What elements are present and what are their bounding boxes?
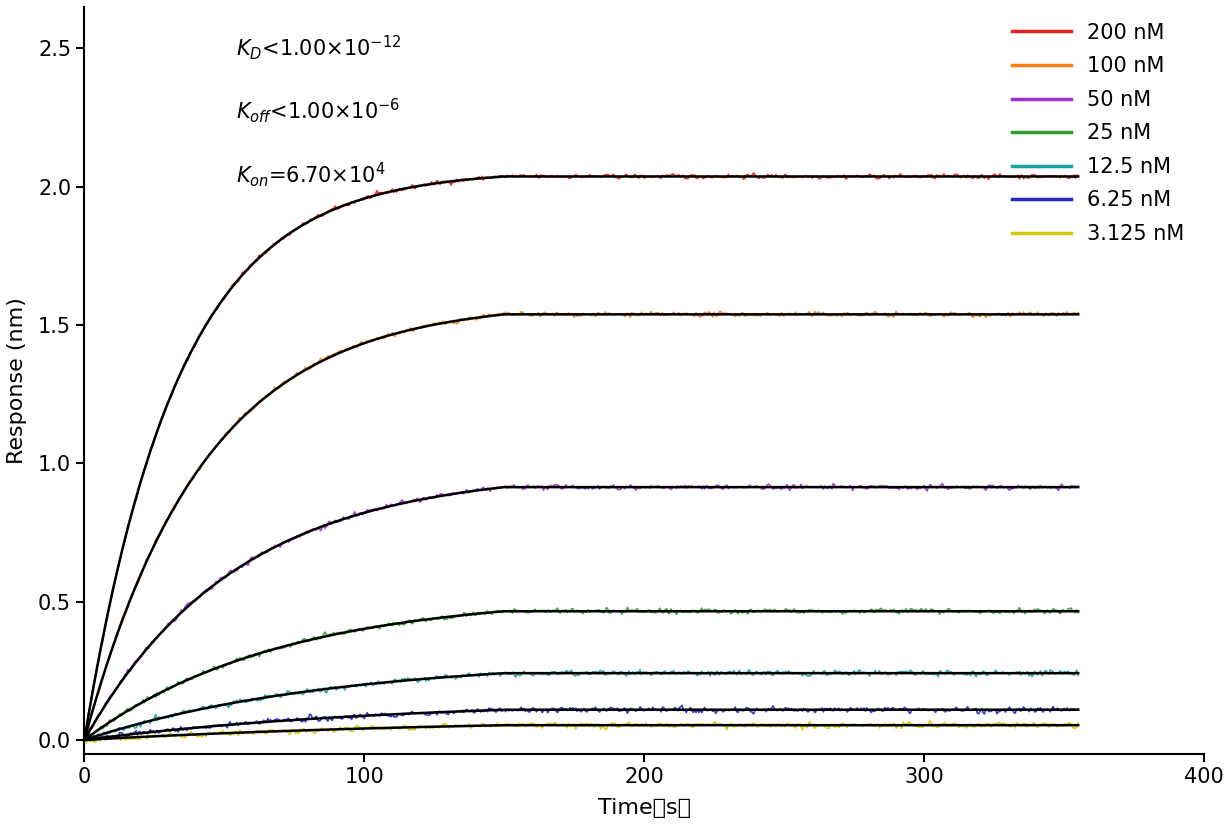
Y-axis label: Response (nm): Response (nm) [7, 297, 27, 464]
Legend: 200 nM, 100 nM, 50 nM, 25 nM, 12.5 nM, 6.25 nM, 3.125 nM: 200 nM, 100 nM, 50 nM, 25 nM, 12.5 nM, 6… [1004, 14, 1193, 252]
Text: $K_{on}$=6.70×10$^4$: $K_{on}$=6.70×10$^4$ [235, 160, 385, 189]
Text: $K_D$<1.00×10$^{-12}$: $K_D$<1.00×10$^{-12}$ [235, 33, 401, 62]
X-axis label: Time（s）: Time（s） [598, 798, 691, 818]
Text: $K_{off}$<1.00×10$^{-6}$: $K_{off}$<1.00×10$^{-6}$ [235, 97, 400, 125]
